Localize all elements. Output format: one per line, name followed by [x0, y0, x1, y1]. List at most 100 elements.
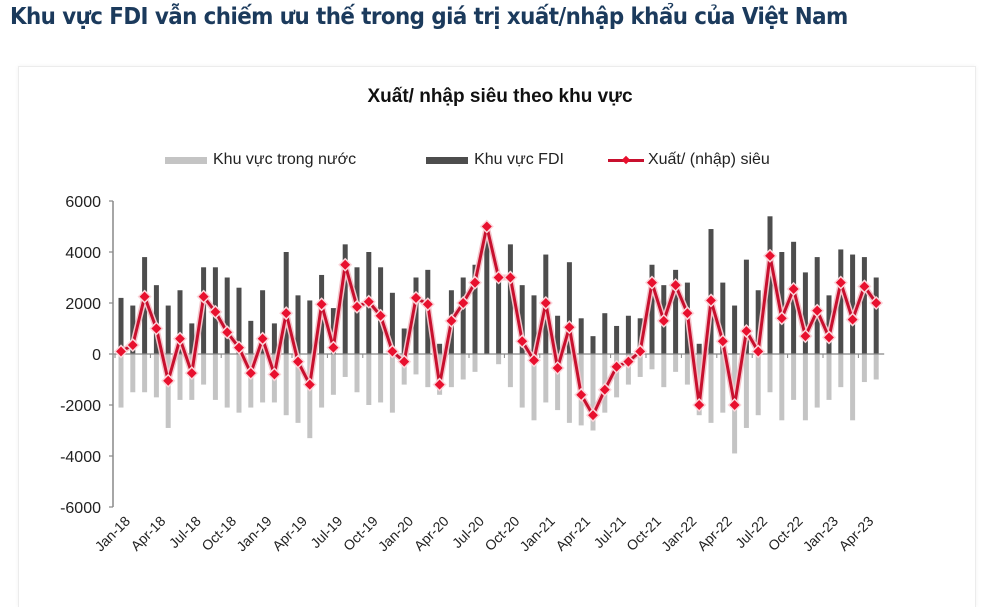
balance-marker-icon — [857, 279, 872, 294]
balance-marker-icon — [349, 299, 365, 314]
balance-marker-icon — [432, 377, 447, 392]
balance-marker-icon — [585, 408, 601, 423]
x-tick-label: Oct-22 — [765, 513, 806, 554]
fdi-bar — [153, 285, 159, 354]
domestic-bar — [319, 354, 325, 408]
fdi-bar — [496, 277, 502, 354]
fdi-bar — [873, 277, 879, 354]
balance-line-series — [113, 219, 884, 423]
domestic-bar — [330, 354, 336, 395]
domestic-bar — [755, 354, 761, 416]
balance-marker-icon — [408, 290, 424, 305]
domestic-bar — [130, 354, 136, 393]
domestic-bar — [625, 354, 631, 385]
domestic-bar — [614, 354, 620, 398]
domestic-bar — [177, 354, 183, 400]
balance-marker-icon — [479, 219, 494, 234]
x-tick-label: Apr-22 — [694, 513, 735, 554]
legend-label-balance: Xuất/ (nhập) siêu — [647, 151, 770, 168]
fdi-bar — [507, 244, 513, 354]
balance-marker-icon — [231, 340, 247, 355]
domestic-bar — [496, 354, 502, 365]
fdi-bar — [802, 272, 808, 354]
domestic-bar — [826, 354, 832, 400]
balance-marker-icon — [397, 354, 412, 369]
y-tick-label: -4000 — [60, 449, 101, 466]
fdi-bar — [236, 287, 242, 354]
domestic-bar — [354, 354, 360, 393]
balance-marker-icon — [833, 275, 848, 290]
fdi-bar — [614, 325, 620, 354]
chart-legend: Khu vực trong nước Khu vực FDI Xuất/ (nh… — [165, 150, 804, 170]
x-tick-label: Jul-21 — [590, 513, 628, 551]
x-tick-label: Oct-21 — [623, 513, 664, 554]
domestic-bar — [118, 354, 124, 408]
domestic-bar — [425, 354, 431, 388]
fdi-bar — [732, 305, 738, 354]
x-tick-label: Apr-18 — [127, 513, 168, 554]
domestic-bar — [743, 354, 749, 428]
chart-title: Xuất/ nhập siêu theo khu vực — [367, 86, 633, 107]
balance-marker-icon — [279, 306, 294, 321]
balance-marker-icon — [727, 397, 742, 413]
fdi-bar — [649, 264, 655, 354]
domestic-bar — [165, 354, 171, 428]
domestic-bar — [637, 354, 643, 377]
fdi-bar — [248, 320, 254, 354]
balance-marker-icon — [526, 353, 542, 368]
legend-item-balance: Xuất/ (nhập) siêu — [607, 151, 770, 169]
domestic-bar — [342, 354, 348, 377]
fdi-bar — [189, 323, 195, 354]
x-tick-label: Jan-20 — [375, 513, 417, 555]
domestic-bar — [519, 354, 525, 408]
fdi-bar — [578, 318, 584, 354]
x-tick-label: Oct-20 — [481, 513, 522, 554]
fdi-bar — [861, 257, 867, 354]
balance-marker-icon — [574, 387, 589, 402]
line-marker-swatch-icon — [607, 158, 644, 162]
domestic-bar — [413, 354, 419, 375]
y-tick-label: 6000 — [65, 194, 101, 211]
domestic-bar — [814, 354, 820, 408]
domestic-bar — [850, 354, 856, 421]
balance-marker-icon — [751, 344, 766, 359]
legend-label-domestic: Khu vực trong nước — [213, 151, 357, 168]
domestic-bars — [118, 354, 879, 454]
y-tick-label: 2000 — [65, 296, 101, 313]
balance-marker-icon — [113, 344, 129, 359]
balance-marker-icon — [373, 308, 388, 323]
balance-marker-icon — [798, 329, 813, 344]
domestic-swatch-icon — [165, 156, 207, 164]
x-tick-label: Jul-22 — [732, 513, 770, 551]
fdi-bar — [130, 305, 136, 354]
fdi-bar — [566, 262, 572, 354]
fdi-bar — [307, 300, 313, 354]
balance-marker-icon — [515, 334, 530, 349]
x-tick-label: Jan-22 — [658, 513, 700, 555]
balance-marker-icon — [680, 306, 695, 321]
domestic-bar — [555, 354, 561, 411]
domestic-bar — [708, 354, 714, 423]
fdi-bar — [472, 264, 478, 354]
fdi-bar — [460, 277, 466, 354]
domestic-bar — [212, 354, 218, 400]
domestic-bar — [507, 354, 513, 388]
legend-label-fdi: Khu vực FDI — [474, 151, 564, 168]
fdi-bar — [708, 229, 714, 354]
balance-marker-icon — [255, 331, 270, 346]
x-tick-label: Jan-21 — [516, 513, 558, 555]
fdi-bar — [224, 277, 230, 354]
balance-marker-icon — [550, 360, 565, 376]
y-tick-label: -6000 — [60, 500, 101, 517]
balance-marker-icon — [538, 295, 553, 311]
domestic-bar — [543, 354, 549, 403]
balance-marker-icon — [703, 293, 719, 308]
domestic-bar — [861, 354, 867, 383]
domestic-bar — [224, 354, 230, 408]
x-tick-label: Oct-19 — [340, 513, 381, 554]
domestic-bar — [566, 354, 572, 423]
domestic-bar — [661, 354, 667, 388]
balance-marker-icon — [597, 382, 612, 397]
balance-marker-icon — [621, 354, 636, 369]
domestic-bar — [389, 354, 395, 413]
